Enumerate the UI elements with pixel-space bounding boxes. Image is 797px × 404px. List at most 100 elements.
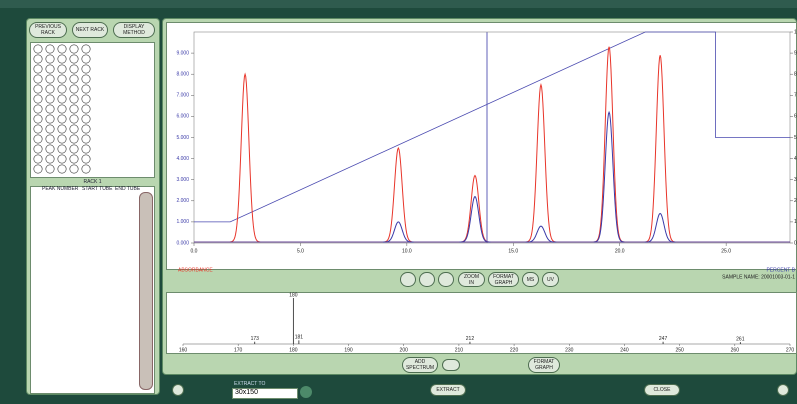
tube [33, 164, 43, 174]
x-tick-label: 210 [455, 347, 464, 353]
y-tick-label: 4.000 [176, 156, 189, 162]
tube [57, 104, 67, 114]
y2-label: PERCENT B [766, 267, 795, 273]
display-method[interactable]: DISPLAY METHOD [113, 22, 155, 38]
y2-tick-label: 40 [794, 156, 797, 162]
format-graph-spectrum[interactable]: FORMAT GRAPH [528, 357, 560, 373]
spectrum-option[interactable] [442, 359, 460, 371]
x-tick-label: 160 [179, 347, 188, 353]
y2-tick-label: 100 [794, 29, 797, 35]
gradient-line [194, 31, 790, 223]
tube [57, 44, 67, 54]
tube [57, 74, 67, 84]
peak [644, 212, 676, 243]
x-tick-label: 170 [234, 347, 243, 353]
tube [69, 44, 79, 54]
tube [45, 44, 55, 54]
tube [45, 124, 55, 134]
peak [593, 110, 625, 243]
tube [69, 154, 79, 164]
plot-frame [193, 31, 791, 244]
tube [69, 144, 79, 154]
peak-label: 180 [289, 292, 298, 298]
x-tick-label: 220 [510, 347, 519, 353]
peak [229, 72, 261, 243]
tube [57, 114, 67, 124]
x-tick-label: 230 [565, 347, 574, 353]
tool-icon[interactable] [438, 272, 454, 287]
extract[interactable]: EXTRACT [430, 384, 466, 396]
tube [45, 154, 55, 164]
y2-tick-label: 70 [794, 93, 797, 99]
y2-tick-label: 60 [794, 114, 797, 120]
peak-label: 173 [251, 336, 260, 342]
tube [45, 144, 55, 154]
next-rack[interactable]: NEXT RACK [72, 22, 108, 38]
tube [57, 124, 67, 134]
tube [33, 104, 43, 114]
peak [382, 146, 414, 243]
tube [81, 94, 91, 104]
extract-value[interactable]: 30x150 [232, 388, 298, 399]
tube [57, 54, 67, 64]
add-spectrum[interactable]: ADD SPECTRUM [402, 357, 438, 373]
tube [81, 144, 91, 154]
toolbar-button[interactable]: MS [522, 272, 539, 287]
y2-tick-label: 30 [794, 177, 797, 183]
col-header: END TUBE [115, 186, 141, 192]
tube [45, 54, 55, 64]
x-tick-label: 15.0 [508, 248, 518, 254]
y-tick-label: 8.000 [176, 72, 189, 78]
peak-table [30, 186, 155, 394]
prev-arrow[interactable] [172, 384, 184, 396]
tool-icon[interactable] [400, 272, 416, 287]
tube [69, 64, 79, 74]
col-header: START TUBE [82, 186, 113, 192]
tube [81, 154, 91, 164]
tube [81, 74, 91, 84]
peak [383, 221, 414, 243]
peak-label: 261 [736, 336, 745, 342]
tube [45, 164, 55, 174]
peak [525, 82, 557, 243]
tube [33, 84, 43, 94]
tube [57, 154, 67, 164]
tube [45, 94, 55, 104]
tube [69, 134, 79, 144]
peak [459, 195, 491, 243]
x-tick-label: 240 [620, 347, 629, 353]
x-tick-label: 25.0 [721, 248, 731, 254]
tube [81, 134, 91, 144]
tube [57, 84, 67, 94]
tube [69, 94, 79, 104]
scrollbar[interactable] [139, 192, 153, 390]
close[interactable]: CLOSE [644, 384, 680, 396]
tube [45, 114, 55, 124]
y2-tick-label: 10 [794, 219, 797, 225]
y2-tick-label: 80 [794, 72, 797, 78]
tubes [33, 44, 91, 174]
tube [69, 54, 79, 64]
tube [45, 74, 55, 84]
tube [81, 84, 91, 94]
tube [81, 124, 91, 134]
tube [57, 64, 67, 74]
next-arrow[interactable] [777, 384, 789, 396]
chromatogram: ABSORBANCE PERCENT B SAMPLE NAME: 200010… [176, 29, 797, 280]
y2-tick-label: 50 [794, 135, 797, 141]
extract-dropdown[interactable] [300, 386, 312, 398]
toolbar-button[interactable]: FORMAT GRAPH [488, 272, 519, 287]
tube [33, 154, 43, 164]
chromatogram-box [166, 22, 797, 270]
tool-icon[interactable] [419, 272, 435, 287]
spectrum: 160 170 180 190 200 210 220 230 240 250 260 270 173 1… [179, 292, 795, 353]
toolbar-button[interactable]: UV [542, 272, 559, 287]
previous-rack[interactable]: PREVIOUS RACK [29, 22, 67, 38]
toolbar-button[interactable]: ZOOM IN [458, 272, 485, 287]
x-tick-label: 0.0 [191, 248, 198, 254]
tube [45, 64, 55, 74]
peak [525, 225, 557, 243]
tube [69, 84, 79, 94]
tube [69, 124, 79, 134]
